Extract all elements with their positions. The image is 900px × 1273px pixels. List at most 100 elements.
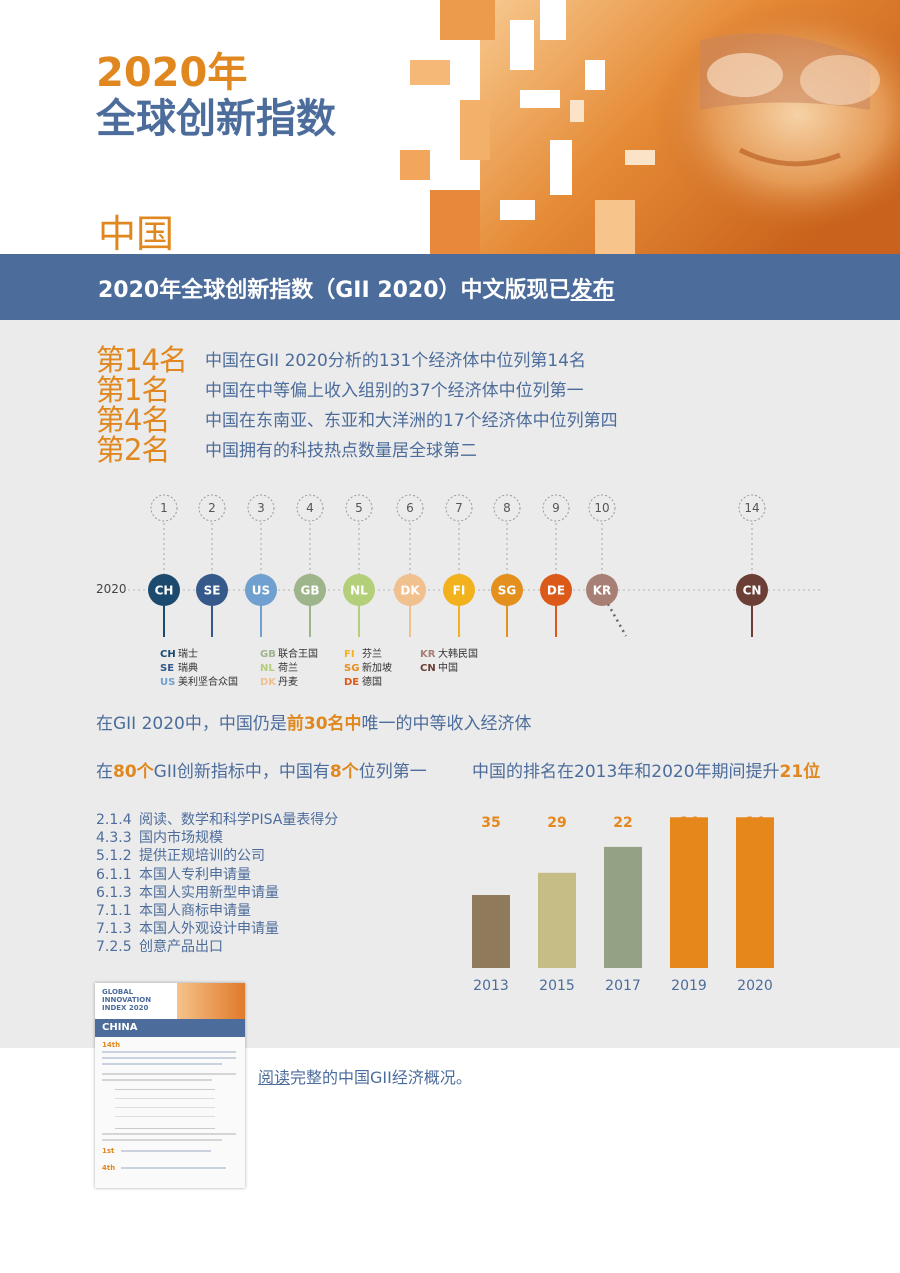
country-pin <box>586 574 618 606</box>
heading-highlight: 80个 <box>113 762 154 782</box>
legend-name: 瑞士 <box>178 649 198 660</box>
rank-number-label: 6 <box>406 501 414 515</box>
legend-name: 瑞典 <box>178 663 198 674</box>
country-code: CH <box>155 584 174 598</box>
indicator-code: 7.2.5 <box>96 939 132 956</box>
x-tick-label: 2017 <box>605 978 641 994</box>
timeline-item-nl: 5 NL <box>343 494 375 637</box>
country-code: DK <box>400 584 420 598</box>
legend-entry: US 美利坚合众国 <box>160 676 238 690</box>
legend-code: FI <box>344 649 355 660</box>
read-link[interactable]: 阅读 <box>258 1068 291 1087</box>
rank-number: 第2名 <box>96 433 170 467</box>
legend-name: 荷兰 <box>278 663 298 674</box>
country-code: US <box>252 584 270 598</box>
chart-title-part: 中国的排名在2013年和2020年期间提升 <box>472 762 780 782</box>
bar-2019 <box>670 817 708 968</box>
legend-name: 联合王国 <box>278 649 318 660</box>
thumb-country: CHINA <box>102 1022 138 1033</box>
full-profile-link[interactable]: 阅读完整的中国GII经济概况。 <box>258 1064 472 1088</box>
legend-code: GB <box>260 649 276 660</box>
country-pin <box>294 574 326 606</box>
indicator-item: 6.1.1 本国人专利申请量 <box>96 864 251 884</box>
thumb-rank: 4th <box>102 1164 116 1172</box>
legend-entry: NL 荷兰 <box>260 662 318 676</box>
statement-highlight: 前30名中 <box>286 714 362 734</box>
indicator-name: 提供正规培训的公司 <box>139 848 265 865</box>
thumb-title: INDEX 2020 <box>102 1004 149 1012</box>
legend-column: KR 大韩民国 CN 中国 <box>420 648 478 676</box>
hero-image <box>400 0 900 255</box>
indicator-name: 本国人商标申请量 <box>139 903 251 919</box>
banner <box>0 254 900 320</box>
timeline-item-sg: 8 SG <box>491 494 523 637</box>
banner-text-main: 2020年全球创新指数（GII 2020）中文版现已 <box>98 278 571 303</box>
country-code: KR <box>593 584 612 598</box>
indicator-item: 6.1.3 本国人实用新型申请量 <box>96 882 279 902</box>
legend-name: 大韩民国 <box>438 649 478 660</box>
indicators-heading: 在80个GII创新指标中，中国有8个位列第一 <box>96 757 427 782</box>
report-thumbnail[interactable]: GLOBAL INNOVATION INDEX 2020 CHINA 14th … <box>95 983 245 1188</box>
indicator-item: 2.1.4 阅读、数学和科学PISA量表得分 <box>96 809 338 829</box>
legend-code: KR <box>420 649 436 660</box>
country-pin <box>343 574 375 606</box>
rank-number: 第1名 <box>96 373 170 407</box>
rank-ring <box>588 494 616 522</box>
indicator-item: 7.1.1 本国人商标申请量 <box>96 900 251 920</box>
thumb-rank: 1st <box>102 1147 115 1155</box>
rank-number-label: 10 <box>594 501 609 515</box>
indicator-item: 7.1.3 本国人外观设计申请量 <box>96 918 279 938</box>
indicator-code: 4.3.3 <box>96 830 132 847</box>
page-title-year: 2020年 <box>96 50 248 96</box>
ranking-timeline: 1 CH 2 SE 3 US 4 GB 5 NL 6 DK 7 FI 8 SG 9 DE 10 KR 14 CN <box>128 494 820 637</box>
timeline-item-us: 3 US <box>245 494 277 637</box>
indicator-code: 2.1.4 <box>96 812 132 828</box>
timeline-item-se: 2 SE <box>196 494 228 637</box>
rank-ring <box>445 494 473 522</box>
timeline-item-de: 9 DE <box>540 494 572 637</box>
indicator-code: 5.1.2 <box>96 848 132 865</box>
legend-entry: FI 芬兰 <box>344 648 392 662</box>
country-pin <box>443 574 475 606</box>
heading-part: 位列第一 <box>358 762 427 782</box>
bar-value-label: 14 <box>745 815 765 831</box>
middle-income-statement: 在GII 2020中，中国仍是前30名中唯一的中等收入经济体 <box>96 709 532 734</box>
heading-part: 在 <box>96 762 113 782</box>
country-pin <box>736 574 768 606</box>
rank-ring <box>198 494 226 522</box>
publish-link[interactable]: 发布 <box>570 278 615 303</box>
country-pin <box>196 574 228 606</box>
rank-number-label: 4 <box>306 501 314 515</box>
indicator-code: 6.1.3 <box>96 884 132 901</box>
indicator-name: 创意产品出口 <box>139 939 223 956</box>
timeline-item-dk: 6 DK <box>394 494 426 637</box>
legend-name: 新加坡 <box>362 663 392 674</box>
timeline-item-fi: 7 FI <box>443 494 475 637</box>
rank-number-label: 7 <box>455 501 463 515</box>
rank-number: 第4名 <box>96 403 170 437</box>
timeline-item-kr: 10 KR <box>586 494 628 637</box>
decline-trail <box>606 603 628 637</box>
statement-part: 在GII 2020中，中国仍是 <box>96 714 287 734</box>
bar-2017 <box>604 846 642 968</box>
country-code: SG <box>498 584 517 598</box>
heading-part: GII创新指标中，中国有 <box>153 762 330 782</box>
rank-number: 第14名 <box>96 343 188 377</box>
legend-entry: CH 瑞士 <box>160 648 238 662</box>
legend-name: 美利坚合众国 <box>178 677 238 688</box>
country-pin <box>245 574 277 606</box>
x-tick-label: 2015 <box>539 978 575 994</box>
legend-code: SG <box>344 663 360 674</box>
country-code: GB <box>301 584 320 598</box>
legend-code: NL <box>260 663 275 674</box>
country-heading: 中国 <box>98 212 175 255</box>
indicator-code: 6.1.1 <box>96 866 132 883</box>
link-text: 完整的中国GII经济概况。 <box>290 1068 472 1087</box>
bar-value-label: 29 <box>547 815 566 831</box>
rank-number-label: 14 <box>744 501 759 515</box>
legend-name: 丹麦 <box>278 677 298 688</box>
indicator-item: 5.1.2 提供正规培训的公司 <box>96 845 265 865</box>
thumb-title: INNOVATION <box>102 996 152 1004</box>
legend-name: 中国 <box>438 663 458 674</box>
